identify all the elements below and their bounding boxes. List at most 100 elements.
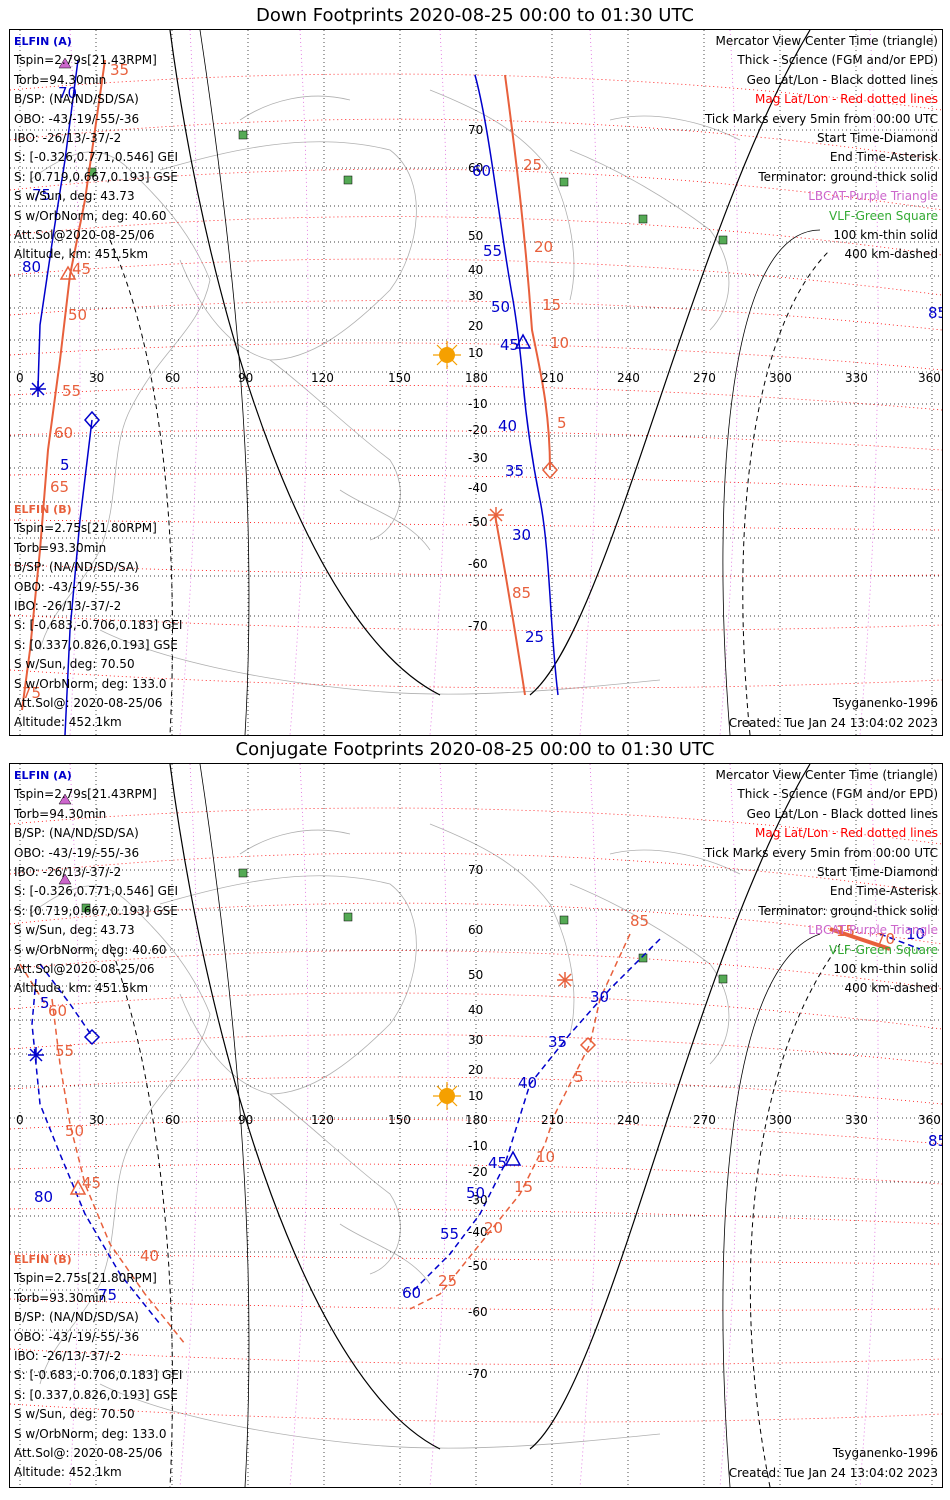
time-label: 85 xyxy=(512,584,531,602)
info-line: Torb=93.30min xyxy=(14,1290,107,1305)
lon-tick: 90 xyxy=(238,371,253,385)
info-line: Att.Sol@: 2020-08-25/06 xyxy=(14,696,163,711)
time-label: 10 xyxy=(536,1148,555,1166)
track-markers xyxy=(30,57,558,523)
geo-grid xyxy=(10,764,942,1487)
lat-tick: 60 xyxy=(468,923,483,937)
lat-tick: 60 xyxy=(468,161,483,175)
end-asterisk-a xyxy=(28,1047,44,1063)
info-line: OBO: -43/-19/-55/-36 xyxy=(14,111,140,126)
lon-tick-labels: 0 30 60 90 120 150 180 210 240 270 300 3… xyxy=(16,1113,941,1127)
lat-tick: -70 xyxy=(468,1367,488,1381)
info-line: S w/OrbNorm, deg: 40.60 xyxy=(14,942,167,957)
info-line: Altitude, km: 451.5km xyxy=(14,247,149,262)
center-triangle-a xyxy=(504,1150,522,1166)
lon-tick: 150 xyxy=(388,371,411,385)
time-label: 85 xyxy=(630,912,649,930)
lon-tick: 330 xyxy=(845,1113,868,1127)
mag-grid xyxy=(10,73,942,689)
elfin-b-name: ELFIN (B) xyxy=(14,503,72,516)
lon-tick: 180 xyxy=(465,1113,488,1127)
lat-tick: 30 xyxy=(468,1033,483,1047)
info-line: S w/Sun, deg: 43.73 xyxy=(14,189,135,204)
lon-tick: 120 xyxy=(311,1113,334,1127)
lat-tick: -60 xyxy=(468,1305,488,1319)
info-line: Altitude: 452.1km xyxy=(14,1465,122,1480)
vlf-square xyxy=(238,130,248,140)
legend-item: Terminator: ground-thick solid xyxy=(758,903,938,918)
lbcat-triangle xyxy=(58,793,72,805)
lon-tick: 360 xyxy=(918,371,941,385)
time-label: 5 xyxy=(557,414,567,432)
info-line: Tspin=2.79s[21.43RPM] xyxy=(14,53,157,68)
lon-tick: 270 xyxy=(693,1113,716,1127)
lat-tick: -60 xyxy=(468,557,488,571)
elfin-b-time-labels: 85 5 10 15 20 25 50 45 40 55 60 70 15 xyxy=(48,912,895,1290)
time-label: 75 xyxy=(32,186,51,204)
info-line: S: [-0.683,-0.706,0.183] GEI xyxy=(14,1368,183,1383)
legend-item: Tick Marks every 5min from 00:00 UTC xyxy=(704,845,938,860)
info-line: S: [-0.326,0.771,0.546] GEI xyxy=(14,884,179,899)
legend-item: 400 km-dashed xyxy=(844,247,938,262)
time-label: 15 xyxy=(542,296,561,314)
mag-grid xyxy=(10,807,942,1423)
coastlines xyxy=(29,823,741,1449)
center-triangle-b xyxy=(59,265,77,280)
time-label: 25 xyxy=(523,156,542,174)
lat-tick: -50 xyxy=(468,515,488,529)
lon-tick: 0 xyxy=(16,1113,24,1127)
legend-item: LBCAT-Purple Triangle xyxy=(808,189,938,204)
time-label: 55 xyxy=(440,1225,459,1243)
time-label: 65 xyxy=(50,478,69,496)
vlf-square xyxy=(343,912,353,922)
right-edge-label: 85 xyxy=(928,1132,942,1150)
info-line: IBO: -26/13/-37/-2 xyxy=(14,865,122,880)
info-line: Att.Sol@2020-08-25/06 xyxy=(14,962,155,977)
lat-tick: -30 xyxy=(468,451,488,465)
lat-tick-labels: 70 60 50 40 30 20 10 -10 -20 -30 -40 -50… xyxy=(468,123,488,633)
created-label: Created: Tue Jan 24 13:04:02 2023 xyxy=(728,1466,938,1480)
time-label: 70 xyxy=(876,930,895,948)
info-line: B/SP: (NA/ND/SD/SA) xyxy=(14,92,139,107)
lat-tick: -10 xyxy=(468,1139,488,1153)
time-label: 50 xyxy=(491,298,510,316)
time-label: 70 xyxy=(58,84,77,102)
info-line: S w/OrbNorm, deg: 133.0 xyxy=(14,676,167,691)
lat-tick: 70 xyxy=(468,863,483,877)
time-label: 20 xyxy=(534,238,553,256)
time-label: 80 xyxy=(34,1188,53,1206)
start-diamond-a xyxy=(83,1028,101,1046)
lat-tick-labels: 70 60 50 40 30 20 10 -10 -20 -30 -40 -50… xyxy=(468,863,488,1381)
lon-tick: 120 xyxy=(311,371,334,385)
lon-tick: 300 xyxy=(769,1113,792,1127)
lat-tick: 10 xyxy=(468,1089,483,1103)
time-label: 75 xyxy=(98,1286,117,1304)
time-label: 60 xyxy=(402,1284,421,1302)
time-label: 60 xyxy=(48,1002,67,1020)
lat-tick: 10 xyxy=(468,346,483,360)
elfin-b-name: ELFIN (B) xyxy=(14,1253,72,1266)
info-line: S: [0.719,0.667,0.193] GSE xyxy=(14,903,178,918)
legend-item: End Time-Asterisk xyxy=(829,150,938,165)
legend-item: Tick Marks every 5min from 00:00 UTC xyxy=(704,111,938,126)
vlf-square xyxy=(343,175,353,185)
lat-tick: 50 xyxy=(468,968,483,982)
legend-item: 100 km-thin solid xyxy=(833,962,938,977)
lon-tick-labels: 0 30 60 90 120 150 180 210 240 270 300 3… xyxy=(16,371,941,385)
lat-tick: 20 xyxy=(468,319,483,333)
vlf-square xyxy=(81,903,91,913)
start-diamond-b xyxy=(579,1036,597,1054)
lat-tick: -70 xyxy=(468,619,488,633)
time-label: 5 xyxy=(40,994,50,1012)
time-label: 40 xyxy=(518,1074,537,1092)
legend-item: Mercator View Center Time (triangle) xyxy=(715,768,938,782)
elfin-a-name: ELFIN (A) xyxy=(14,769,72,782)
time-label: 15 xyxy=(514,1178,533,1196)
time-label: 40 xyxy=(140,1247,159,1265)
sun-icon xyxy=(433,341,461,369)
info-line: S: [-0.326,0.771,0.546] GEI xyxy=(14,150,179,165)
info-line: IBO: -26/13/-37/-2 xyxy=(14,599,122,614)
legend-item: VLF-Green Square xyxy=(829,208,938,223)
terminator xyxy=(109,764,841,1487)
legend-item: End Time-Asterisk xyxy=(829,884,938,899)
